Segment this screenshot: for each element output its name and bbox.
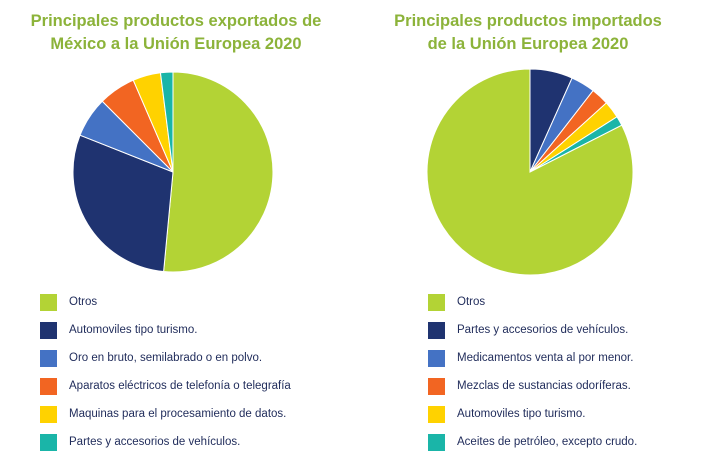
export-pie-chart — [72, 71, 274, 273]
import-legend-item: Partes y accesorios de vehículos. — [428, 316, 637, 344]
export-slice-automoviles-tipo-turismo — [72, 134, 174, 273]
export-legend-item: Partes y accesorios de vehículos. — [40, 428, 291, 456]
import-legend-label: Automoviles tipo turismo. — [457, 408, 586, 420]
import-legend-label: Medicamentos venta al por menor. — [457, 352, 634, 364]
import-legend-swatch — [428, 377, 445, 395]
import-legend-label: Otros — [457, 296, 486, 308]
export-legend-label: Automoviles tipo turismo. — [69, 324, 198, 336]
import-chart-title: Principales productos importados de la U… — [352, 10, 704, 56]
export-legend-swatch — [40, 405, 57, 423]
import-legend-swatch — [428, 405, 445, 423]
export-chart-legend: Otros Automoviles tipo turismo. Oro en bru… — [40, 288, 291, 456]
import-slice-otros — [426, 68, 634, 276]
import-chart-title-line-2: de la Unión Europea 2020 — [427, 35, 629, 53]
export-legend-label: Aparatos eléctricos de telefonía o teleg… — [69, 380, 291, 392]
import-legend-label: Mezclas de sustancias odoríferas. — [457, 380, 631, 392]
import-legend-swatch — [428, 433, 445, 451]
export-chart-title-line-2: México a la Unión Europea 2020 — [50, 35, 302, 53]
import-legend-swatch — [428, 349, 445, 367]
export-legend-item: Automoviles tipo turismo. — [40, 316, 291, 344]
export-legend-swatch — [40, 349, 57, 367]
import-legend-item: Automoviles tipo turismo. — [428, 400, 637, 428]
export-chart-panel: Principales productos exportados de Méxi… — [0, 0, 352, 456]
export-legend-label: Partes y accesorios de vehículos. — [69, 436, 241, 448]
export-legend-item: Aparatos eléctricos de telefonía o teleg… — [40, 372, 291, 400]
export-legend-label: Otros — [69, 296, 98, 308]
export-slice-partes-y-accesorios-de-vehiculos — [159, 71, 174, 173]
import-legend-item: Mezclas de sustancias odoríferas. — [428, 372, 637, 400]
export-legend-label: Maquinas para el procesamiento de datos. — [69, 408, 287, 420]
export-legend-label: Oro en bruto, semilabrado o en polvo. — [69, 352, 263, 364]
export-legend-swatch — [40, 321, 57, 339]
export-legend-item: Otros — [40, 288, 291, 316]
import-chart-panel: Principales productos importados de la U… — [352, 0, 704, 456]
export-chart-title: Principales productos exportados de Méxi… — [0, 10, 352, 56]
import-legend-swatch — [428, 321, 445, 339]
export-legend-item: Oro en bruto, semilabrado o en polvo. — [40, 344, 291, 372]
import-pie-chart — [426, 68, 634, 276]
import-legend-item: Medicamentos venta al por menor. — [428, 344, 637, 372]
import-chart-title-line-1: Principales productos importados — [394, 12, 662, 30]
import-legend-label: Partes y accesorios de vehículos. — [457, 324, 629, 336]
export-legend-swatch — [40, 377, 57, 395]
export-legend-swatch — [40, 433, 57, 451]
import-legend-item: Aceites de petróleo, excepto crudo. — [428, 428, 637, 456]
export-chart-title-line-1: Principales productos exportados de — [30, 12, 322, 30]
export-slice-otros — [163, 71, 274, 273]
import-legend-swatch — [428, 293, 445, 311]
import-chart-legend: Otros Partes y accesorios de vehículos. Me… — [428, 288, 637, 456]
export-legend-swatch — [40, 293, 57, 311]
export-legend-item: Maquinas para el procesamiento de datos. — [40, 400, 291, 428]
import-legend-item: Otros — [428, 288, 637, 316]
import-legend-label: Aceites de petróleo, excepto crudo. — [457, 436, 638, 448]
